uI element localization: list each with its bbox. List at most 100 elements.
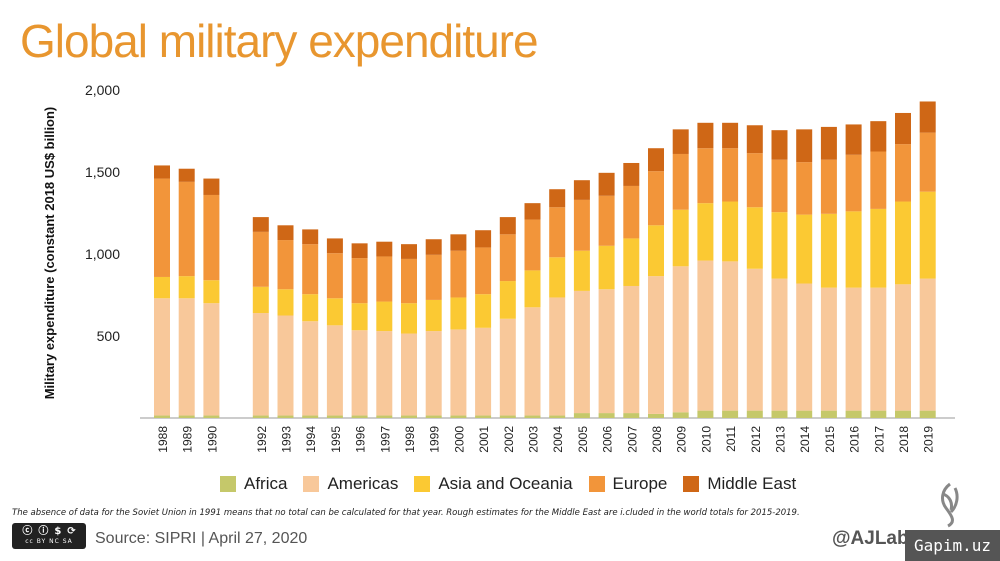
bar-segment-asia-and-oceania <box>796 214 813 284</box>
x-tick-label: 1989 <box>181 426 195 453</box>
bar-segment-americas <box>252 313 269 416</box>
bar-segment-africa <box>870 410 887 418</box>
bar-segment-africa <box>623 413 640 418</box>
bar-segment-europe <box>351 258 368 304</box>
legend-label: Asia and Oceania <box>438 474 573 493</box>
bar-segment-asia-and-oceania <box>326 298 343 326</box>
bar-segment-middle-east <box>302 229 319 245</box>
bar-segment-americas <box>401 333 417 416</box>
x-tick-label: 2014 <box>798 426 812 453</box>
bar-segment-middle-east <box>820 126 837 160</box>
bar-segment-americas <box>870 287 887 411</box>
bar-segment-asia-and-oceania <box>154 276 170 299</box>
bar-segment-middle-east <box>376 241 393 257</box>
bar-segment-middle-east <box>771 130 788 160</box>
x-tick-label: 2011 <box>724 426 738 452</box>
bar-segment-middle-east <box>252 217 269 232</box>
x-tick-label: 1992 <box>255 426 269 453</box>
bar-segment-asia-and-oceania <box>573 250 590 291</box>
bar-segment-middle-east <box>845 124 862 155</box>
y-tick-label: 500 <box>97 328 121 344</box>
bar-segment-europe <box>549 207 566 258</box>
bar-segment-middle-east <box>623 162 640 186</box>
bar-segment-africa <box>401 415 417 418</box>
x-tick-label: 1999 <box>428 426 442 453</box>
bar-segment-europe <box>598 195 615 246</box>
bar-segment-europe <box>475 247 492 295</box>
bar-segment-americas <box>697 260 714 411</box>
x-tick-label: 2012 <box>749 426 763 453</box>
bar-segment-asia-and-oceania <box>450 297 467 330</box>
x-tick-label: 1996 <box>354 426 368 453</box>
bar-segment-africa <box>178 415 195 418</box>
bar-segment-middle-east <box>425 239 442 255</box>
y-tick-label: 1,500 <box>85 164 120 180</box>
x-tick-label: 2019 <box>922 426 936 453</box>
bar-segment-africa <box>524 415 541 418</box>
legend-item: Europe <box>588 474 667 494</box>
bar-segment-asia-and-oceania <box>475 294 492 328</box>
bar-segment-americas <box>425 331 442 416</box>
bar-segment-europe <box>302 244 319 295</box>
bar-segment-middle-east <box>697 122 714 149</box>
bar-segment-africa <box>672 412 689 418</box>
legend-label: Americas <box>327 474 399 493</box>
source-line: Source: SIPRI | April 27, 2020 <box>95 530 308 547</box>
bar-segment-middle-east <box>598 172 615 196</box>
bar-segment-europe <box>895 144 911 202</box>
bar-segment-africa <box>722 410 739 418</box>
bar-segment-americas <box>475 327 492 416</box>
bar-segment-africa <box>154 415 170 418</box>
bar-segment-africa <box>425 415 442 418</box>
bar-segment-asia-and-oceania <box>672 209 689 267</box>
x-tick-label: 2006 <box>601 426 615 453</box>
creative-commons-badge: ⓒ ⓘ $ ⟳ cc BY NC SA <box>12 523 86 549</box>
bar-segment-americas <box>376 331 393 416</box>
bar-segment-middle-east <box>870 121 887 152</box>
bar-segment-asia-and-oceania <box>499 281 516 319</box>
bar-segment-asia-and-oceania <box>598 245 615 290</box>
bar-segment-americas <box>302 321 319 416</box>
bar-segment-africa <box>648 413 664 418</box>
x-tick-label: 2015 <box>823 426 837 453</box>
x-tick-label: 2002 <box>502 426 516 453</box>
x-tick-label: 2018 <box>897 426 911 453</box>
cc-license-icons: ⓒ ⓘ $ ⟳ <box>22 526 76 537</box>
bar-segment-europe <box>845 154 862 212</box>
bar-segment-europe <box>648 171 664 226</box>
bar-segment-africa <box>796 410 813 418</box>
bar-segment-americas <box>203 303 220 416</box>
bar-segment-americas <box>672 266 689 413</box>
bar-segment-middle-east <box>796 129 813 163</box>
aj-labs-handle: @AJLabs <box>832 528 920 549</box>
legend: Africa Americas Asia and Oceania Europe Midd… <box>220 474 796 494</box>
bar-segment-africa <box>376 415 393 418</box>
legend-item: Americas <box>303 474 398 494</box>
legend-swatch <box>220 476 236 492</box>
bar-segment-americas <box>722 261 739 411</box>
x-tick-label: 2004 <box>551 426 565 453</box>
bar-segment-europe <box>499 234 516 282</box>
x-tick-label: 1995 <box>329 426 343 453</box>
bar-segment-africa <box>302 415 319 418</box>
bar-segment-americas <box>598 289 615 414</box>
legend-swatch <box>683 476 700 492</box>
y-tick-label: 2,000 <box>85 82 120 98</box>
bar-segment-americas <box>326 325 343 416</box>
bar-segment-asia-and-oceania <box>895 201 911 285</box>
bar-segment-middle-east <box>475 230 492 248</box>
bar-segment-americas <box>277 315 294 416</box>
bar-segment-middle-east <box>401 244 417 259</box>
bar-segment-asia-and-oceania <box>722 201 739 262</box>
bar-segment-europe <box>573 199 590 251</box>
x-tick-label: 1994 <box>304 426 318 453</box>
bar-segment-europe <box>672 153 689 210</box>
bar-segment-europe <box>771 159 788 213</box>
bar-segment-middle-east <box>549 189 566 208</box>
bar-segment-middle-east <box>524 203 541 220</box>
legend-label: Middle East <box>707 474 797 493</box>
bar-segment-asia-and-oceania <box>302 294 319 322</box>
bar-segment-africa <box>598 413 615 418</box>
